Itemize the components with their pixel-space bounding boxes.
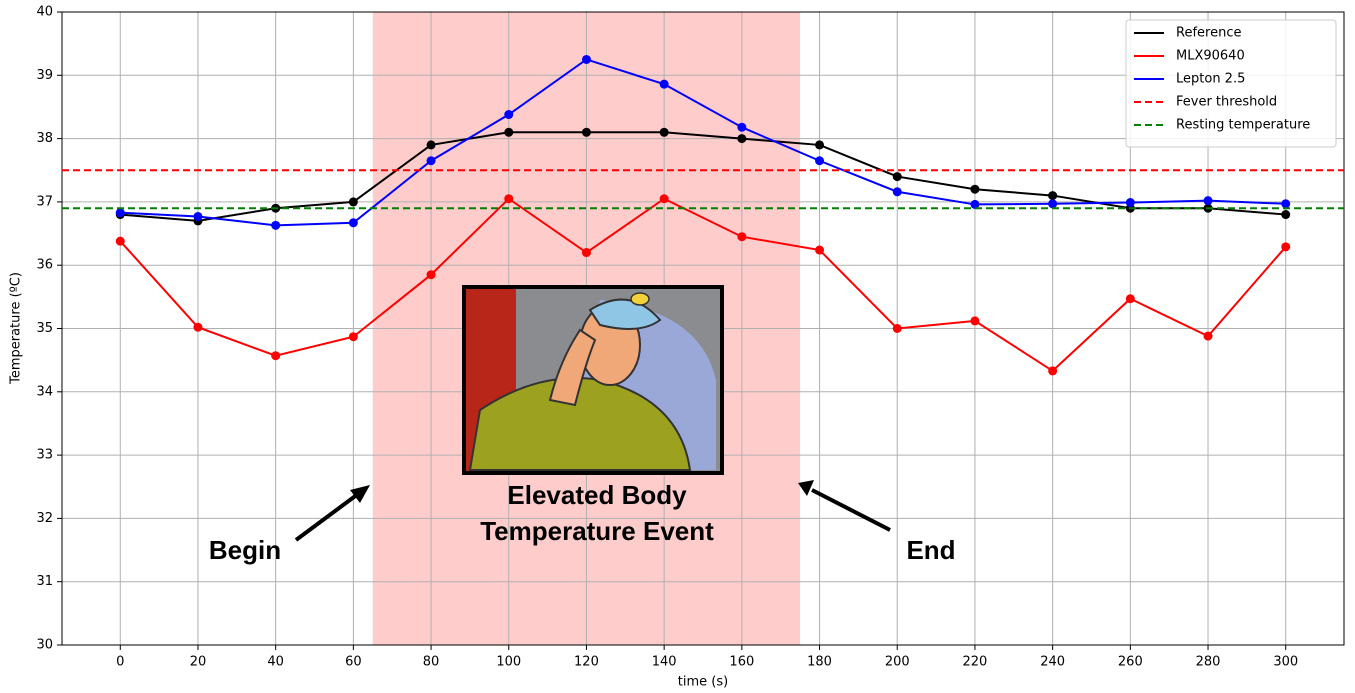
x-tick-label: 80 [423,655,440,670]
x-tick-label: 160 [729,655,754,670]
data-point [660,80,669,89]
data-point [582,55,591,64]
y-tick-label: 32 [36,511,53,526]
legend-label: Reference [1176,26,1241,41]
data-point [1048,366,1057,375]
data-point [271,351,280,360]
data-point [1126,294,1135,303]
x-tick-label: 240 [1040,655,1065,670]
data-point [815,246,824,255]
x-tick-label: 200 [885,655,910,670]
y-tick-label: 40 [36,5,53,20]
data-point [1204,332,1213,341]
y-tick-label: 34 [36,384,53,399]
data-point [893,172,902,181]
legend-label: Lepton 2.5 [1176,72,1245,87]
data-point [1126,198,1135,207]
x-tick-label: 140 [652,655,677,670]
data-point [349,332,358,341]
x-tick-label: 60 [345,655,362,670]
data-point [504,128,513,137]
legend-label: Fever threshold [1176,95,1277,110]
data-point [737,134,746,143]
y-tick-label: 31 [36,574,53,589]
y-tick-label: 37 [36,194,53,209]
y-axis-label: Temperature (ºC) [9,272,24,385]
x-tick-label: 280 [1196,655,1221,670]
data-point [582,248,591,257]
x-tick-label: 20 [190,655,207,670]
data-point [893,324,902,333]
data-point [660,128,669,137]
data-point [815,140,824,149]
y-tick-label: 35 [36,321,53,336]
data-point [1281,210,1290,219]
y-tick-label: 36 [36,258,53,273]
begin-label: Begin [209,535,281,565]
x-tick-label: 0 [116,655,124,670]
data-point [349,218,358,227]
data-point [1204,196,1213,205]
x-tick-label: 180 [807,655,832,670]
data-point [116,208,125,217]
data-point [427,140,436,149]
data-point [1281,199,1290,208]
data-point [737,123,746,132]
data-point [193,212,202,221]
data-point [893,187,902,196]
x-tick-label: 300 [1273,655,1298,670]
data-point [737,232,746,241]
data-point [504,110,513,119]
legend: Reference MLX90640 Lepton 2.5 Fever thresho… [1126,20,1336,147]
y-tick-label: 30 [36,638,53,653]
legend-label: MLX90640 [1176,49,1245,64]
y-tick-label: 38 [36,131,53,146]
data-point [582,128,591,137]
data-point [271,221,280,230]
data-point [349,197,358,206]
data-point [970,185,979,194]
y-tick-label: 39 [36,68,53,83]
event-label: Temperature Event [480,516,714,546]
data-point [660,194,669,203]
data-point [815,156,824,165]
x-tick-label: 260 [1118,655,1143,670]
x-axis-label: time (s) [678,675,728,690]
chart: 0 20 40 60 80 100 120 140 160 180 200 220 240 260 280 3… [0,0,1355,693]
data-point [427,156,436,165]
end-label: End [906,535,955,565]
legend-label: Resting temperature [1176,118,1310,133]
event-label: Elevated Body [507,480,687,510]
illustration [464,287,722,473]
data-point [193,323,202,332]
data-point [116,237,125,246]
x-tick-label: 100 [496,655,521,670]
data-point [1048,199,1057,208]
data-point [970,316,979,325]
x-tick-label: 220 [963,655,988,670]
data-point [1281,242,1290,251]
data-point [504,194,513,203]
x-tick-label: 40 [267,655,284,670]
x-tick-label: 120 [574,655,599,670]
data-point [1048,191,1057,200]
data-point [427,270,436,279]
y-tick-label: 33 [36,448,53,463]
